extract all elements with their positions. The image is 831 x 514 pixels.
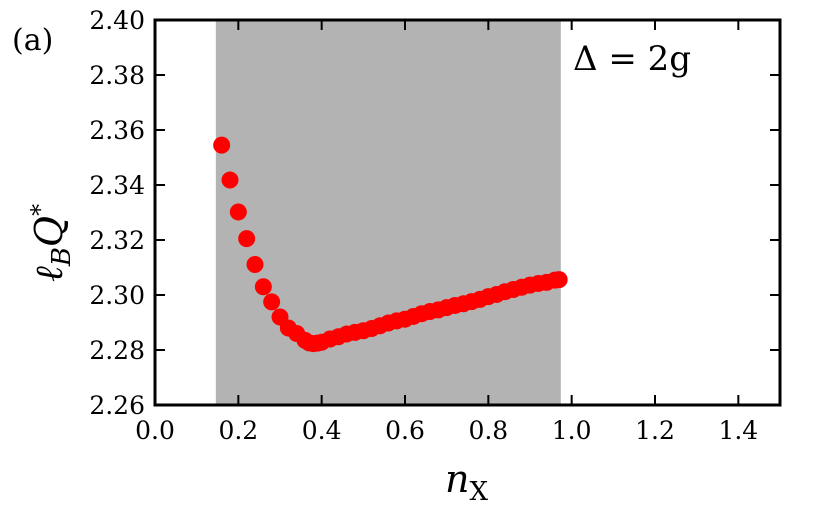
y-tick-label: 2.28 <box>89 336 145 365</box>
data-point <box>246 255 264 273</box>
x-axis-label: nX <box>445 457 488 507</box>
x-axis-ticks: 0.0 0.2 0.4 0.6 0.8 1.0 1.2 1.4 <box>135 20 758 445</box>
y-axis-label: ℓBQ* <box>26 204 77 282</box>
x-tick-label: 1.4 <box>718 416 758 445</box>
y-axis-label-sub: B <box>47 247 77 267</box>
y-tick-label: 2.34 <box>89 171 145 200</box>
data-point <box>238 230 256 248</box>
x-tick-label: 0.0 <box>135 416 175 445</box>
panel-label: (a) <box>12 23 53 58</box>
y-axis-ticks: 2.26 2.28 2.30 2.32 2.34 2.36 2.38 2.40 <box>89 6 780 420</box>
y-tick-label: 2.36 <box>89 116 145 145</box>
y-axis-label-main: ℓ <box>27 266 71 282</box>
data-point <box>550 271 568 289</box>
y-tick-label: 2.38 <box>89 61 145 90</box>
x-axis-label-main: n <box>445 457 469 501</box>
x-tick-label: 0.8 <box>468 416 508 445</box>
data-point <box>263 293 281 311</box>
y-tick-label: 2.32 <box>89 226 145 255</box>
data-point <box>254 278 272 296</box>
data-points <box>213 136 568 353</box>
y-tick-label: 2.30 <box>89 281 145 310</box>
plot-frame <box>153 18 782 407</box>
data-point <box>213 136 231 154</box>
annotation: Δ = 2g <box>573 39 691 79</box>
x-tick-label: 1.2 <box>635 416 675 445</box>
x-tick-label: 0.6 <box>385 416 425 445</box>
x-tick-label: 0.4 <box>302 416 342 445</box>
data-point <box>221 171 239 189</box>
x-tick-label: 1.0 <box>552 416 592 445</box>
shaded-region <box>215 20 561 405</box>
y-axis-label-rest: Q <box>27 216 71 247</box>
y-tick-label: 2.40 <box>89 6 145 35</box>
x-axis-label-sub: X <box>469 477 488 507</box>
y-tick-label: 2.26 <box>89 391 145 420</box>
x-tick-label: 0.2 <box>218 416 258 445</box>
data-point <box>229 203 247 221</box>
y-axis-label-sup: * <box>26 204 54 216</box>
